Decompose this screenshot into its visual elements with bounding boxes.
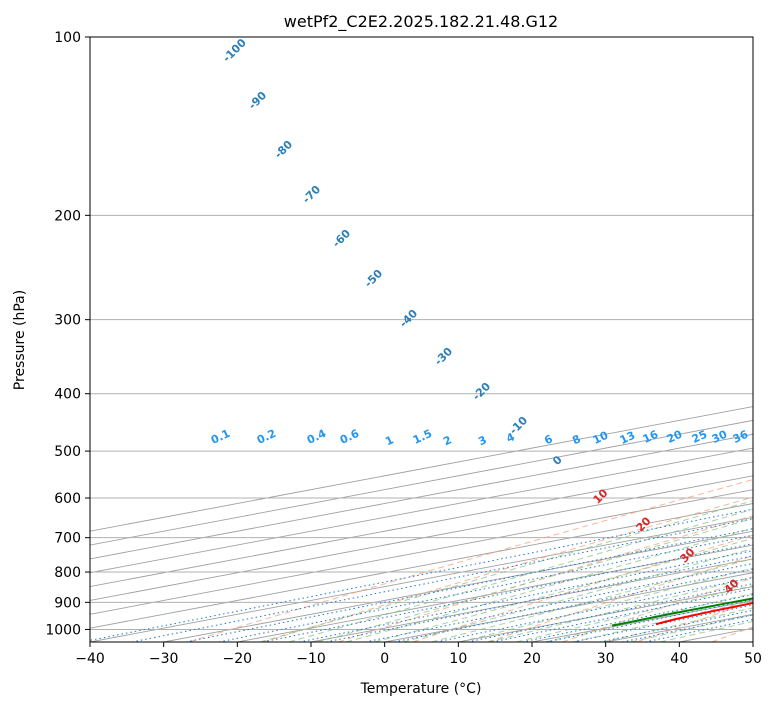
y-tick-label: 600: [54, 491, 81, 507]
chart-title: wetPf2_C2E2.2025.182.21.48.G12: [284, 12, 558, 32]
x-tick-label: 20: [523, 651, 541, 667]
mixing-ratio-line: [262, 543, 753, 642]
mixing-ratio-label: 30: [710, 428, 730, 446]
mixing-ratio-label: 25: [690, 428, 709, 446]
isotherm-line: [163, 530, 753, 642]
mixing-ratio-label: 13: [618, 429, 637, 447]
mixing-ratio-line: [131, 518, 753, 642]
moist-adiabat-line: [459, 567, 753, 642]
mixing-ratio-label: 36: [731, 428, 751, 446]
x-tick-label: −20: [223, 651, 253, 667]
moist-adiabat-line: [431, 557, 753, 642]
y-tick-label: 800: [54, 565, 81, 581]
x-tick-label: 10: [449, 651, 467, 667]
x-tick-label: −10: [296, 651, 326, 667]
isotherm-line: [90, 489, 753, 615]
x-tick-label: 50: [744, 651, 762, 667]
mixing-ratio-line: [467, 583, 753, 642]
dry-adiabat-line: [263, 496, 753, 642]
grid-layer: [90, 37, 753, 642]
mixing-ratio-line: [394, 568, 753, 642]
moist-adiabat-line: [544, 592, 753, 642]
y-axis-label: Pressure (hPa): [12, 290, 28, 390]
y-tick-label: 100: [54, 30, 81, 46]
x-tick-label: 30: [597, 651, 615, 667]
dry-adiabat-line: [412, 534, 753, 642]
y-tick-label: 700: [54, 531, 81, 547]
x-tick-label: −30: [149, 651, 179, 667]
mixing-ratio-line: [436, 576, 753, 642]
dry-adiabat-line: [338, 515, 753, 642]
moist-adiabat-line: [317, 517, 753, 642]
axes: −40 −30 −20 −10 0 10 20 30 40 50 100 200 300 400 500 60…: [45, 30, 762, 667]
isotherm-line: [90, 433, 753, 560]
y-tick-label: 900: [54, 595, 81, 611]
x-tick-label: 0: [380, 651, 389, 667]
isotherm-line: [90, 461, 753, 588]
x-tick-label: 40: [670, 651, 688, 667]
isotherm-line: [90, 419, 753, 546]
isotherm-line: [90, 503, 753, 629]
y-tick-label: 1000: [45, 622, 81, 638]
isotherm-line: [90, 516, 753, 642]
moist-adiabat-line: [516, 584, 753, 642]
isotherm-line: [90, 447, 753, 574]
x-tick-label: −40: [75, 651, 105, 667]
y-tick-label: 200: [54, 208, 81, 224]
mixing-ratio-line: [365, 562, 753, 642]
mixing-ratio-label: 10: [591, 429, 611, 447]
mixing-ratio-label: 20: [665, 428, 685, 446]
moist-adiabat-line: [288, 508, 753, 642]
mixing-ratio-label: 16: [641, 428, 661, 446]
moist-adiabat-line: [346, 527, 753, 642]
moist-adiabat-line: [573, 600, 753, 642]
x-axis-label: Temperature (°C): [360, 681, 482, 697]
isotherm-line: [90, 475, 753, 601]
plot-frame: [89, 36, 754, 643]
y-tick-label: 300: [54, 313, 81, 329]
y-tick-label: 500: [54, 444, 81, 460]
y-tick-label: 400: [54, 387, 81, 403]
